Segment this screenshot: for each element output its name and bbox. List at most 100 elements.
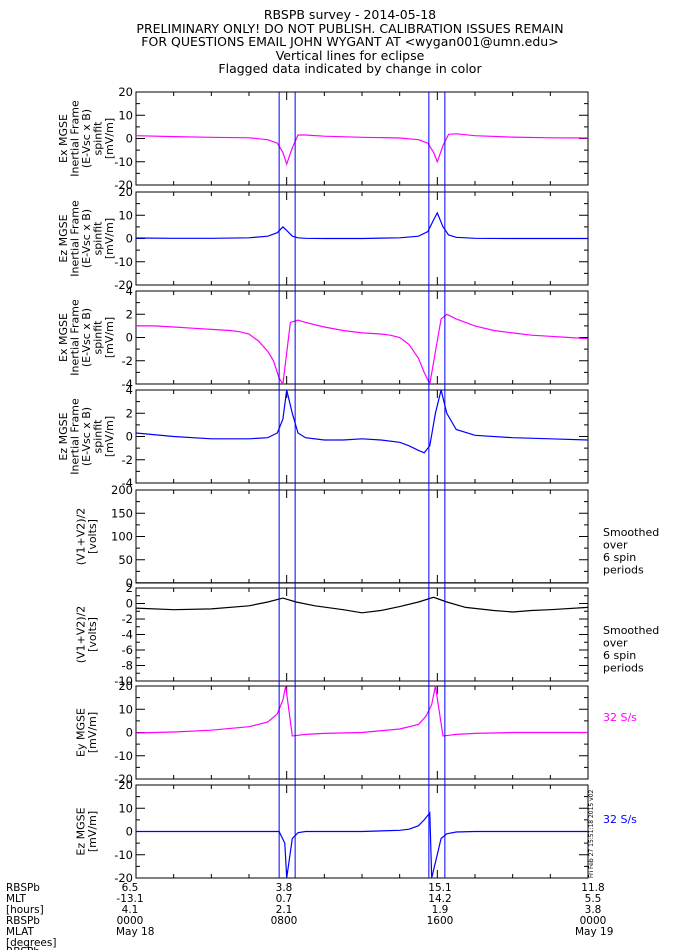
- panel-1-ylabel-line: Inertial Frame: [69, 100, 82, 177]
- panel-8-ytick-label: -10: [114, 848, 133, 862]
- panel-8-right-label: 32 S/s: [603, 813, 637, 826]
- panel-6-ylabel-line: [volts]: [86, 617, 99, 652]
- panel-6-ytick-label: -10: [114, 674, 133, 688]
- panel-2-ytick-label: -20: [114, 278, 133, 292]
- xaxis-col2-val2: 1.9: [431, 904, 449, 916]
- panel-3-ylabel-line: Ex MGSE: [57, 313, 70, 362]
- panel-2-ylabel-line: Inertial Frame: [69, 200, 82, 277]
- panel-4-ylabel-line: spinfit: [92, 419, 105, 454]
- panel-6-right-label: periods: [603, 662, 644, 675]
- panel-6-ytick-label: -8: [122, 659, 133, 673]
- panel-2-ylabel-line: (E-Vsc x B): [80, 209, 93, 268]
- panel-1-ylabel-line: [mV/m]: [103, 118, 116, 159]
- panel-6-ylabel-line: (V1+V2)/2: [74, 606, 87, 664]
- panel-7-ylabel-line: [mV/m]: [86, 712, 99, 753]
- xaxis-col3-val3: 0000: [579, 915, 607, 927]
- panel-3-series-line: [136, 313, 588, 384]
- panel-3-ylabel-line: Inertial Frame: [69, 299, 82, 376]
- panel-8-ylabel-line: Ez MGSE: [74, 807, 87, 855]
- panel-4-ytick-label: 2: [126, 406, 133, 420]
- panel-1-frame: [135, 91, 589, 186]
- side-timestamp: Fri Feb 27 15:51:18 2015 v02: [588, 789, 595, 878]
- panel-2-ylabel-line: Ez MGSE: [57, 214, 70, 262]
- panel-2-ylabel-line: [mV/m]: [103, 218, 116, 259]
- panel-7-ytick-label: 20: [118, 679, 133, 693]
- panel-5-right-label: 6 spin: [603, 551, 636, 564]
- panel-1-ytick-label: -20: [114, 178, 133, 192]
- panel-6-ytick-label: 0: [126, 597, 133, 611]
- panel-4-ylabel-line: Ez MGSE: [57, 412, 70, 460]
- panel-5-ytick-label: 150: [111, 506, 133, 520]
- xaxis-col3-val0: 11.8: [581, 882, 605, 894]
- panel-5-ylabel-line: (V1+V2)/2: [74, 508, 87, 566]
- xaxis-label-cut: RBSPb: [6, 947, 40, 950]
- panel-6-ytick-label: -2: [122, 612, 133, 626]
- xaxis-col3-val2: 3.8: [584, 904, 602, 916]
- xaxis-col1-val0: 3.8: [275, 882, 293, 894]
- panel-6-series-line: [136, 596, 588, 614]
- panel-7-ylabel-line: Ey MGSE: [74, 708, 87, 757]
- panel-4-ytick-label: -4: [122, 476, 133, 490]
- panel-5-right-label: Smoothed: [603, 526, 659, 539]
- panel-7-ytick-label: -20: [114, 772, 133, 786]
- panel-1-ytick-label: -10: [114, 155, 133, 169]
- panel-6-ytick-label: 2: [126, 581, 133, 595]
- panel-5-ytick-label: 0: [126, 576, 133, 590]
- xaxis-label-rbspb: RBSPb: [6, 882, 40, 894]
- panel-7-series-line: [136, 686, 588, 737]
- panel-4-ytick-label: 0: [126, 430, 133, 444]
- panel-7-ytick-label: -10: [114, 749, 133, 763]
- panel-5-ytick-label: 100: [111, 530, 133, 544]
- panel-6-right-label: Smoothed: [603, 624, 659, 637]
- panel-4-series-line: [136, 390, 588, 454]
- xaxis-label-rbspb-2: RBSPb: [6, 915, 40, 927]
- xaxis-label-hours: [hours]: [6, 904, 44, 916]
- panel-1-series-line: [136, 133, 588, 166]
- panel-5-ylabel: (V1+V2)/2[volts]: [74, 508, 99, 566]
- xaxis-col1-val1: 0.7: [275, 893, 293, 905]
- panel-5-frame: [135, 489, 589, 584]
- panel-3-ytick-label: 4: [126, 284, 133, 298]
- panel-4-ylabel-line: (E-Vsc x B): [80, 407, 93, 466]
- header-eclipse-note: Vertical lines for eclipse: [275, 47, 425, 63]
- panel-8-ytick-label: 0: [126, 825, 133, 839]
- panel-8-ylabel: Ez MGSE[mV/m]: [74, 807, 99, 855]
- panel-6-ytick-label: -6: [122, 643, 133, 657]
- header-warning: PRELIMINARY ONLY! DO NOT PUBLISH. CALIBR…: [136, 20, 564, 36]
- xaxis-col2-val3: 1600: [426, 915, 454, 927]
- panel-5-right-label: periods: [603, 564, 644, 577]
- panel-1-ylabel-line: spinfit: [92, 121, 105, 156]
- panel-4-frame: [135, 389, 589, 484]
- header-flag-note: Flagged data indicated by change in colo…: [218, 61, 482, 77]
- panel-1-ytick-label: 0: [126, 132, 133, 146]
- panel-3-frame: [135, 290, 589, 385]
- panel-7-ytick-label: 10: [118, 702, 133, 716]
- xaxis-col3-date: May 19: [575, 926, 614, 938]
- panel-8-series-line: [136, 811, 588, 878]
- xaxis-col0-val0: 6.5: [121, 882, 139, 894]
- xaxis-col0-date: May 18: [116, 926, 155, 938]
- panel-3-ylabel-line: (E-Vsc x B): [80, 308, 93, 367]
- panel-4-ytick-label: 4: [126, 383, 133, 397]
- panel-1-ylabel-line: (E-Vsc x B): [80, 109, 93, 168]
- xaxis-label-mlt: MLT: [6, 893, 26, 905]
- panel-2-ytick-label: 20: [118, 185, 133, 199]
- panel-8-ytick-label: 10: [118, 801, 133, 815]
- panel-3-ytick-label: -4: [122, 377, 133, 391]
- panel-8-ylabel-line: [mV/m]: [86, 811, 99, 852]
- panel-3-ytick-label: 2: [126, 307, 133, 321]
- header-contact: FOR QUESTIONS EMAIL JOHN WYGANT AT <wyga…: [141, 34, 559, 50]
- panel-6-frame: [135, 587, 589, 682]
- panel-6-ytick-label: -4: [122, 628, 133, 642]
- panel-3-ytick-label: -2: [122, 354, 133, 368]
- panel-6-ylabel: (V1+V2)/2[volts]: [74, 606, 99, 664]
- xaxis-col2-val0: 15.1: [428, 882, 452, 894]
- panel-4-ylabel-line: Inertial Frame: [69, 398, 82, 475]
- panel-3-ytick-label: 0: [126, 331, 133, 345]
- panel-1-ytick-label: 10: [118, 108, 133, 122]
